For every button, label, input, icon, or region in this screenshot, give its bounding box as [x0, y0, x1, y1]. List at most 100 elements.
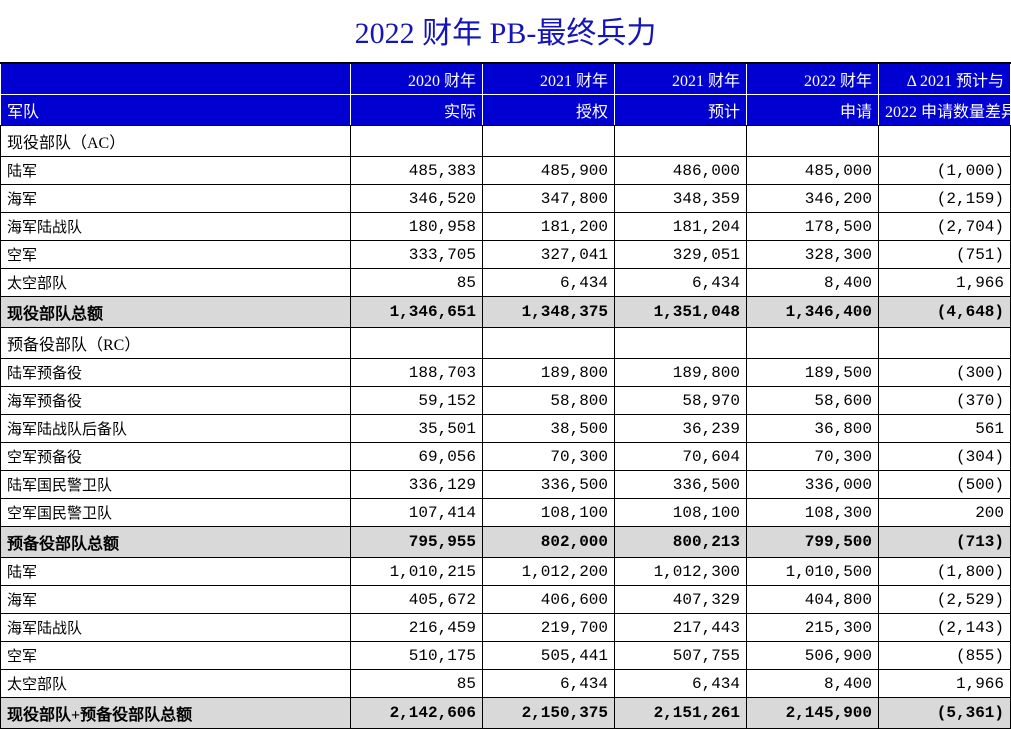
row-label: 海军陆战队: [1, 614, 351, 642]
row-cell: 346,520: [351, 185, 483, 213]
row-cell: 38,500: [483, 415, 615, 443]
header-delta: Δ 2021 预计与: [879, 63, 1011, 95]
row-cell: 505,441: [483, 642, 615, 670]
row-cell: 1,966: [879, 269, 1011, 297]
row-cell: [879, 126, 1011, 157]
row-cell: (304): [879, 443, 1011, 471]
row-cell: [879, 328, 1011, 359]
row-cell: 1,351,048: [615, 297, 747, 328]
table-row: 现役部队+预备役部队总额2,142,6062,150,3752,151,2612…: [1, 698, 1011, 729]
row-cell: 180,958: [351, 213, 483, 241]
row-cell: 6,434: [483, 269, 615, 297]
row-cell: 1,348,375: [483, 297, 615, 328]
row-cell: 800,213: [615, 527, 747, 558]
table-row: 陆军485,383485,900486,000485,000(1,000): [1, 157, 1011, 185]
row-cell: 189,800: [483, 359, 615, 387]
table-row: 海军346,520347,800348,359346,200(2,159): [1, 185, 1011, 213]
row-label: 现役部队（AC）: [1, 126, 351, 157]
page-title: 2022 财年 PB-最终兵力: [0, 0, 1011, 62]
row-cell: 69,056: [351, 443, 483, 471]
row-cell: 2,145,900: [747, 698, 879, 729]
row-cell: 181,204: [615, 213, 747, 241]
row-label: 预备役部队（RC）: [1, 328, 351, 359]
row-cell: (370): [879, 387, 1011, 415]
row-cell: 58,800: [483, 387, 615, 415]
table-row: 海军预备役59,15258,80058,97058,600(370): [1, 387, 1011, 415]
row-cell: 70,300: [747, 443, 879, 471]
row-cell: 108,100: [483, 499, 615, 527]
header-fy2021a: 2021 财年: [483, 63, 615, 95]
header-blank: [1, 63, 351, 95]
table-row: 海军陆战队后备队35,50138,50036,23936,800561: [1, 415, 1011, 443]
row-label: 预备役部队总额: [1, 527, 351, 558]
row-cell: 85: [351, 670, 483, 698]
row-cell: 346,200: [747, 185, 879, 213]
row-cell: 506,900: [747, 642, 879, 670]
header-authorized: 授权: [483, 95, 615, 126]
row-cell: 216,459: [351, 614, 483, 642]
row-cell: 327,041: [483, 241, 615, 269]
row-cell: 1,966: [879, 670, 1011, 698]
row-cell: 35,501: [351, 415, 483, 443]
row-label: 空军国民警卫队: [1, 499, 351, 527]
table-row: 太空部队856,4346,4348,4001,966: [1, 670, 1011, 698]
row-cell: (2,704): [879, 213, 1011, 241]
row-cell: (1,000): [879, 157, 1011, 185]
row-cell: 1,010,215: [351, 558, 483, 586]
table-row: 空军预备役69,05670,30070,60470,300(304): [1, 443, 1011, 471]
data-table: 2020 财年 2021 财年 2021 财年 2022 财年 Δ 2021 预…: [0, 62, 1011, 729]
row-cell: 795,955: [351, 527, 483, 558]
row-cell: 1,010,500: [747, 558, 879, 586]
row-cell: 329,051: [615, 241, 747, 269]
table-row: 现役部队（AC）: [1, 126, 1011, 157]
row-cell: (2,143): [879, 614, 1011, 642]
row-label: 陆军预备役: [1, 359, 351, 387]
row-cell: (713): [879, 527, 1011, 558]
row-label: 海军: [1, 185, 351, 213]
row-label: 现役部队+预备役部队总额: [1, 698, 351, 729]
row-cell: 407,329: [615, 586, 747, 614]
row-cell: 336,000: [747, 471, 879, 499]
row-cell: [483, 328, 615, 359]
row-cell: 6,434: [483, 670, 615, 698]
table-row: 陆军预备役188,703189,800189,800189,500(300): [1, 359, 1011, 387]
row-cell: 404,800: [747, 586, 879, 614]
row-cell: 2,142,606: [351, 698, 483, 729]
row-cell: 561: [879, 415, 1011, 443]
row-cell: 336,500: [483, 471, 615, 499]
row-cell: (500): [879, 471, 1011, 499]
table-row: 空军国民警卫队107,414108,100108,100108,300200: [1, 499, 1011, 527]
row-cell: 1,012,300: [615, 558, 747, 586]
table-row: 太空部队856,4346,4348,4001,966: [1, 269, 1011, 297]
table-row: 陆军国民警卫队336,129336,500336,500336,000(500): [1, 471, 1011, 499]
row-cell: 347,800: [483, 185, 615, 213]
row-cell: 217,443: [615, 614, 747, 642]
table-body: 现役部队（AC）陆军485,383485,900486,000485,000(1…: [1, 126, 1011, 729]
row-cell: 200: [879, 499, 1011, 527]
row-cell: 799,500: [747, 527, 879, 558]
row-cell: 1,346,400: [747, 297, 879, 328]
row-cell: [615, 328, 747, 359]
row-cell: 328,300: [747, 241, 879, 269]
row-cell: 333,705: [351, 241, 483, 269]
row-cell: [351, 328, 483, 359]
row-label: 海军陆战队后备队: [1, 415, 351, 443]
row-cell: (2,529): [879, 586, 1011, 614]
row-cell: 59,152: [351, 387, 483, 415]
table-row: 海军陆战队216,459219,700217,443215,300(2,143): [1, 614, 1011, 642]
row-cell: [615, 126, 747, 157]
row-cell: 58,970: [615, 387, 747, 415]
row-cell: 8,400: [747, 670, 879, 698]
row-cell: (1,800): [879, 558, 1011, 586]
table-row: 海军405,672406,600407,329404,800(2,529): [1, 586, 1011, 614]
row-cell: (855): [879, 642, 1011, 670]
row-cell: [483, 126, 615, 157]
row-cell: 108,100: [615, 499, 747, 527]
row-cell: 405,672: [351, 586, 483, 614]
row-cell: 36,800: [747, 415, 879, 443]
header-army-label: 军队: [1, 95, 351, 126]
row-label: 空军: [1, 642, 351, 670]
row-cell: 189,800: [615, 359, 747, 387]
table-row: 陆军1,010,2151,012,2001,012,3001,010,500(1…: [1, 558, 1011, 586]
row-label: 空军: [1, 241, 351, 269]
